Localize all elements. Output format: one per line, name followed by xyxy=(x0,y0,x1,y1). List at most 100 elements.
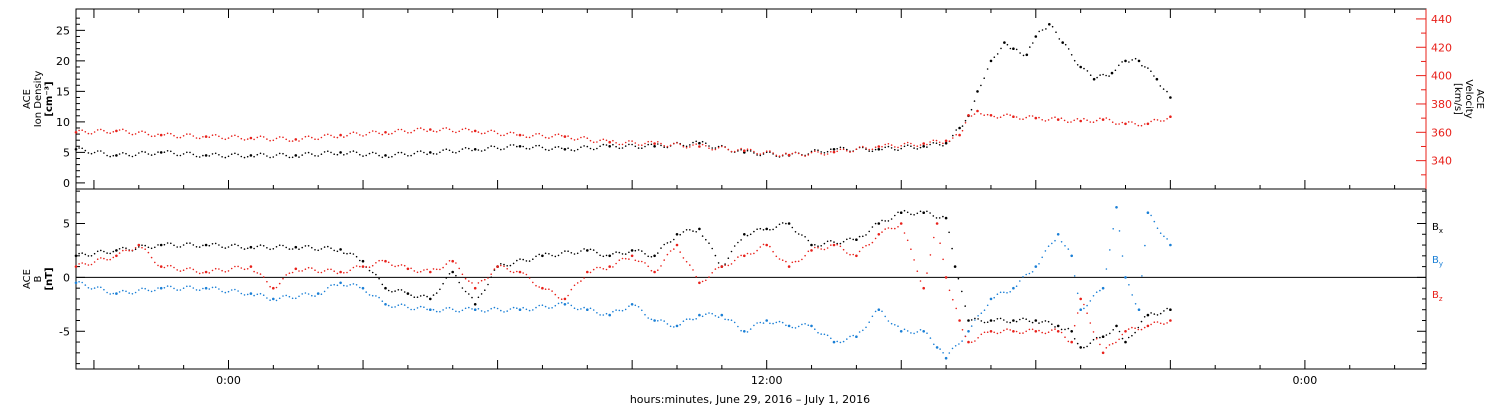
ion-density-series-sample-point xyxy=(631,143,633,146)
ion-density-series-sample-point xyxy=(884,146,886,149)
bz-series-sample-point xyxy=(1076,312,1079,314)
velocity-series-sample-point xyxy=(810,151,813,154)
bx-series-sample-point xyxy=(275,246,278,248)
bz-series-sample-point xyxy=(1025,330,1027,333)
by-series-sample-point xyxy=(464,307,467,310)
bx-series-sample-point xyxy=(874,222,877,225)
ion-density-series-point xyxy=(1061,41,1064,44)
ion-density-series-sample-point xyxy=(1038,30,1040,33)
bx-series-sample-point xyxy=(103,250,105,253)
by-series-sample-point xyxy=(1163,235,1165,238)
ion-density-series-sample-point xyxy=(596,147,598,150)
bz-series-sample-point xyxy=(1150,323,1152,326)
bz-series-sample-point xyxy=(330,268,332,271)
ion-density-series-point xyxy=(1092,77,1096,81)
bz-series-sample-point xyxy=(435,268,438,271)
velocity-series-sample-point xyxy=(644,142,646,145)
bottom-left-y-tick-label: -5 xyxy=(59,325,70,338)
velocity-series-sample-point xyxy=(804,155,806,157)
bx-series-point xyxy=(989,319,993,322)
velocity-series-sample-point xyxy=(673,142,675,145)
bz-series-sample-point xyxy=(122,249,124,252)
ion-density-series-sample-point xyxy=(576,148,579,151)
ion-density-series-sample-point xyxy=(269,156,271,159)
velocity-series-sample-point xyxy=(413,129,416,132)
velocity-series-sample-point xyxy=(1143,123,1146,125)
bz-series-sample-point xyxy=(1038,329,1040,332)
by-series-sample-point xyxy=(330,284,332,287)
bz-series-sample-point xyxy=(576,282,579,284)
bx-series-sample-point xyxy=(650,255,653,258)
bx-series-sample-point xyxy=(733,245,736,247)
velocity-series-sample-point xyxy=(932,139,935,142)
velocity-series-sample-point xyxy=(817,151,819,153)
bz-series-sample-point xyxy=(275,286,278,289)
bz-series-sample-point xyxy=(1099,343,1101,346)
bz-series-sample-point xyxy=(846,252,848,254)
velocity-series-sample-point xyxy=(903,142,906,145)
ion-density-series-sample-point xyxy=(288,156,291,159)
by-series-sample-point xyxy=(461,309,464,312)
bz-series-sample-point xyxy=(769,245,771,248)
bz-series-sample-point xyxy=(365,265,368,268)
velocity-series-point xyxy=(653,142,656,145)
by-series-sample-point xyxy=(304,292,307,294)
bx-series-sample-point xyxy=(93,252,96,255)
bz-series-sample-point xyxy=(1067,340,1070,343)
ion-density-series-sample-point xyxy=(746,149,749,152)
velocity-series-sample-point xyxy=(797,152,800,155)
by-series-sample-point xyxy=(807,324,810,327)
by-series-sample-point xyxy=(954,345,957,347)
ion-density-series-sample-point xyxy=(756,154,758,156)
by-series-sample-point xyxy=(288,295,291,298)
by-series-sample-point xyxy=(1121,255,1124,257)
ion-density-series-sample-point xyxy=(423,151,425,154)
bz-series-sample-point xyxy=(868,243,870,246)
bz-series-sample-point xyxy=(224,271,227,273)
bx-series-sample-point xyxy=(570,252,573,254)
bz-series-sample-point xyxy=(208,272,211,274)
bx-series-point xyxy=(787,222,791,225)
ion-density-series-sample-point xyxy=(170,150,172,153)
ion-density-series-sample-point xyxy=(359,153,361,156)
bz-series-sample-point xyxy=(525,273,528,276)
bx-series-sample-point xyxy=(1044,320,1047,322)
velocity-series-sample-point xyxy=(343,136,345,138)
ion-density-series-sample-point xyxy=(516,145,518,148)
velocity-series-sample-point xyxy=(759,153,762,155)
bx-series-sample-point xyxy=(490,276,493,279)
by-series-sample-point xyxy=(897,325,899,328)
bx-series-point xyxy=(115,249,118,252)
bx-series-sample-point xyxy=(186,242,188,244)
ion-density-series-sample-point xyxy=(1134,57,1137,60)
by-series-sample-point xyxy=(118,291,121,293)
bx-series-sample-point xyxy=(637,249,640,251)
bz-series-sample-point xyxy=(410,267,412,270)
by-series-sample-point xyxy=(1038,263,1040,265)
by-series-sample-point xyxy=(1112,228,1114,230)
by-series-sample-point xyxy=(980,312,983,315)
ion-density-series-sample-point xyxy=(817,149,819,151)
bottom-left-ylabel-line3: [nT] xyxy=(44,267,55,290)
bx-series-sample-point xyxy=(227,246,230,248)
velocity-series-sample-point xyxy=(253,138,255,141)
bz-series-sample-point xyxy=(327,268,329,271)
bx-series-sample-point xyxy=(1089,342,1092,345)
velocity-series-sample-point xyxy=(336,136,339,139)
bx-series-sample-point xyxy=(1076,342,1079,345)
ion-density-series-point xyxy=(115,154,118,157)
velocity-series-sample-point xyxy=(900,145,902,147)
bx-series-sample-point xyxy=(471,296,473,299)
velocity-series-sample-point xyxy=(84,131,87,133)
bx-series-sample-point xyxy=(221,246,223,248)
velocity-series-sample-point xyxy=(240,137,243,140)
velocity-series-sample-point xyxy=(365,134,368,136)
ion-density-series-sample-point xyxy=(528,148,531,150)
velocity-series-point xyxy=(1146,122,1150,126)
by-series-sample-point xyxy=(554,304,557,307)
ion-density-series-sample-point xyxy=(378,154,380,157)
velocity-series-point xyxy=(563,135,567,138)
bx-series-sample-point xyxy=(999,317,1002,320)
velocity-series-sample-point xyxy=(362,135,364,137)
bz-series-sample-point xyxy=(211,269,214,272)
